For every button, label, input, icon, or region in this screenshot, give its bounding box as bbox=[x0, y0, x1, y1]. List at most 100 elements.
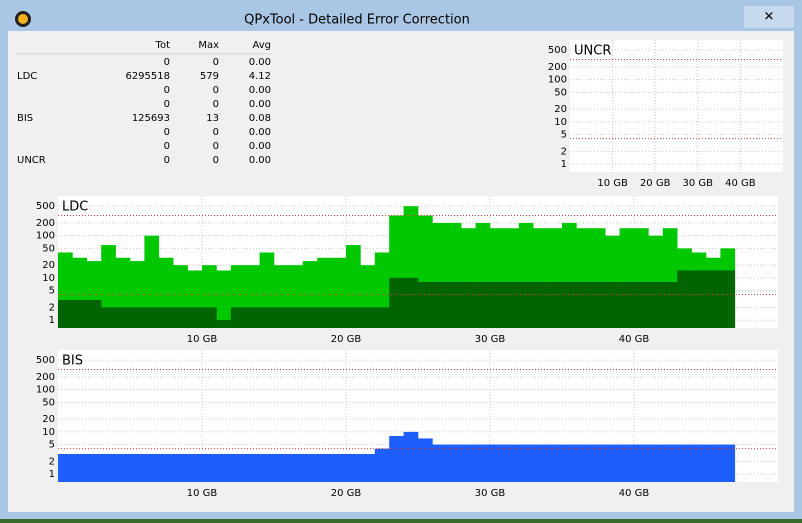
bar bbox=[274, 453, 289, 482]
cell: 0.00 bbox=[249, 127, 271, 138]
y-tick-label: 100 bbox=[36, 231, 55, 242]
bar bbox=[144, 307, 160, 328]
x-tick-label: 10 GB bbox=[187, 488, 218, 499]
x-tick-label: 40 GB bbox=[619, 334, 650, 345]
cell: 0 bbox=[213, 57, 219, 68]
bar bbox=[504, 444, 520, 482]
cell: 0 bbox=[164, 85, 170, 96]
bar bbox=[259, 453, 275, 482]
y-tick-label: 50 bbox=[554, 87, 567, 98]
x-tick-label: 40 GB bbox=[619, 488, 650, 499]
bar bbox=[619, 281, 635, 328]
row-label: UNCR bbox=[17, 155, 46, 166]
cell: 0 bbox=[213, 141, 219, 152]
bar bbox=[432, 281, 448, 328]
cell: 0.00 bbox=[249, 141, 271, 152]
y-tick-label: 500 bbox=[36, 355, 55, 366]
bar bbox=[346, 453, 361, 482]
cell: 0.00 bbox=[249, 155, 271, 166]
y-tick-label: 5 bbox=[49, 440, 55, 451]
bar bbox=[144, 453, 160, 482]
bar bbox=[374, 448, 390, 482]
y-tick-label: 5 bbox=[49, 286, 55, 297]
bar bbox=[144, 235, 160, 328]
bar bbox=[590, 444, 606, 482]
column-header: Tot bbox=[155, 40, 171, 51]
bar bbox=[691, 270, 707, 328]
x-tick-label: 20 GB bbox=[331, 488, 362, 499]
bar bbox=[677, 444, 692, 482]
bar bbox=[72, 453, 88, 482]
bar bbox=[576, 281, 592, 328]
bar bbox=[288, 453, 304, 482]
bar bbox=[245, 307, 260, 328]
cell: 0 bbox=[164, 141, 170, 152]
cell: 0 bbox=[213, 85, 219, 96]
x-tick-label: 10 GB bbox=[187, 334, 218, 345]
cell: 4.12 bbox=[249, 71, 271, 82]
row-label: BIS bbox=[17, 113, 33, 124]
bar bbox=[216, 270, 232, 328]
stats-table bbox=[15, 38, 272, 168]
bar bbox=[58, 453, 73, 482]
bar bbox=[288, 307, 304, 328]
bar bbox=[230, 307, 246, 328]
column-header: Max bbox=[198, 40, 219, 51]
bar bbox=[576, 444, 592, 482]
bar bbox=[158, 453, 174, 482]
bar bbox=[360, 307, 376, 328]
row-label: LDC bbox=[17, 71, 37, 82]
x-tick-label: 30 GB bbox=[475, 488, 506, 499]
cell: 0 bbox=[164, 127, 170, 138]
bar bbox=[605, 444, 620, 482]
y-tick-label: 10 bbox=[554, 117, 567, 128]
bar bbox=[202, 307, 217, 328]
x-tick-label: 10 GB bbox=[597, 178, 628, 189]
bar bbox=[706, 270, 721, 328]
bar bbox=[706, 444, 721, 482]
bar bbox=[202, 453, 217, 482]
bar bbox=[418, 281, 433, 328]
y-tick-label: 2 bbox=[49, 302, 55, 313]
bar bbox=[720, 444, 736, 482]
bar bbox=[662, 281, 678, 328]
bar bbox=[216, 453, 232, 482]
bar bbox=[475, 281, 491, 328]
y-tick-label: 200 bbox=[548, 62, 567, 73]
cell: 0 bbox=[213, 127, 219, 138]
y-tick-label: 20 bbox=[554, 104, 567, 115]
bar bbox=[446, 281, 462, 328]
column-header: Avg bbox=[252, 40, 271, 51]
plot-area bbox=[570, 40, 783, 172]
bar bbox=[72, 299, 88, 328]
bar bbox=[346, 245, 361, 328]
bar bbox=[662, 444, 678, 482]
bar bbox=[374, 307, 390, 328]
close-button[interactable] bbox=[744, 6, 794, 28]
cell: 0.08 bbox=[249, 113, 271, 124]
bar bbox=[389, 435, 404, 482]
bar bbox=[302, 307, 318, 328]
bar bbox=[461, 444, 476, 482]
bar bbox=[518, 444, 534, 482]
bar bbox=[101, 307, 116, 328]
y-tick-label: 2 bbox=[49, 456, 55, 467]
bar bbox=[475, 444, 491, 482]
bar bbox=[490, 281, 505, 328]
cell: 0 bbox=[213, 155, 219, 166]
bar bbox=[86, 299, 102, 328]
bar bbox=[533, 281, 548, 328]
bar bbox=[331, 307, 347, 328]
bar bbox=[533, 444, 548, 482]
close-icon[interactable]: ✕ bbox=[764, 10, 775, 25]
y-tick-label: 10 bbox=[42, 273, 55, 284]
cell: 13 bbox=[206, 113, 219, 124]
bar bbox=[230, 453, 246, 482]
bar bbox=[86, 453, 102, 482]
bar bbox=[461, 281, 476, 328]
bar bbox=[173, 307, 188, 328]
bar bbox=[634, 444, 649, 482]
cell: 579 bbox=[200, 71, 219, 82]
bar bbox=[504, 281, 520, 328]
bar bbox=[101, 453, 116, 482]
